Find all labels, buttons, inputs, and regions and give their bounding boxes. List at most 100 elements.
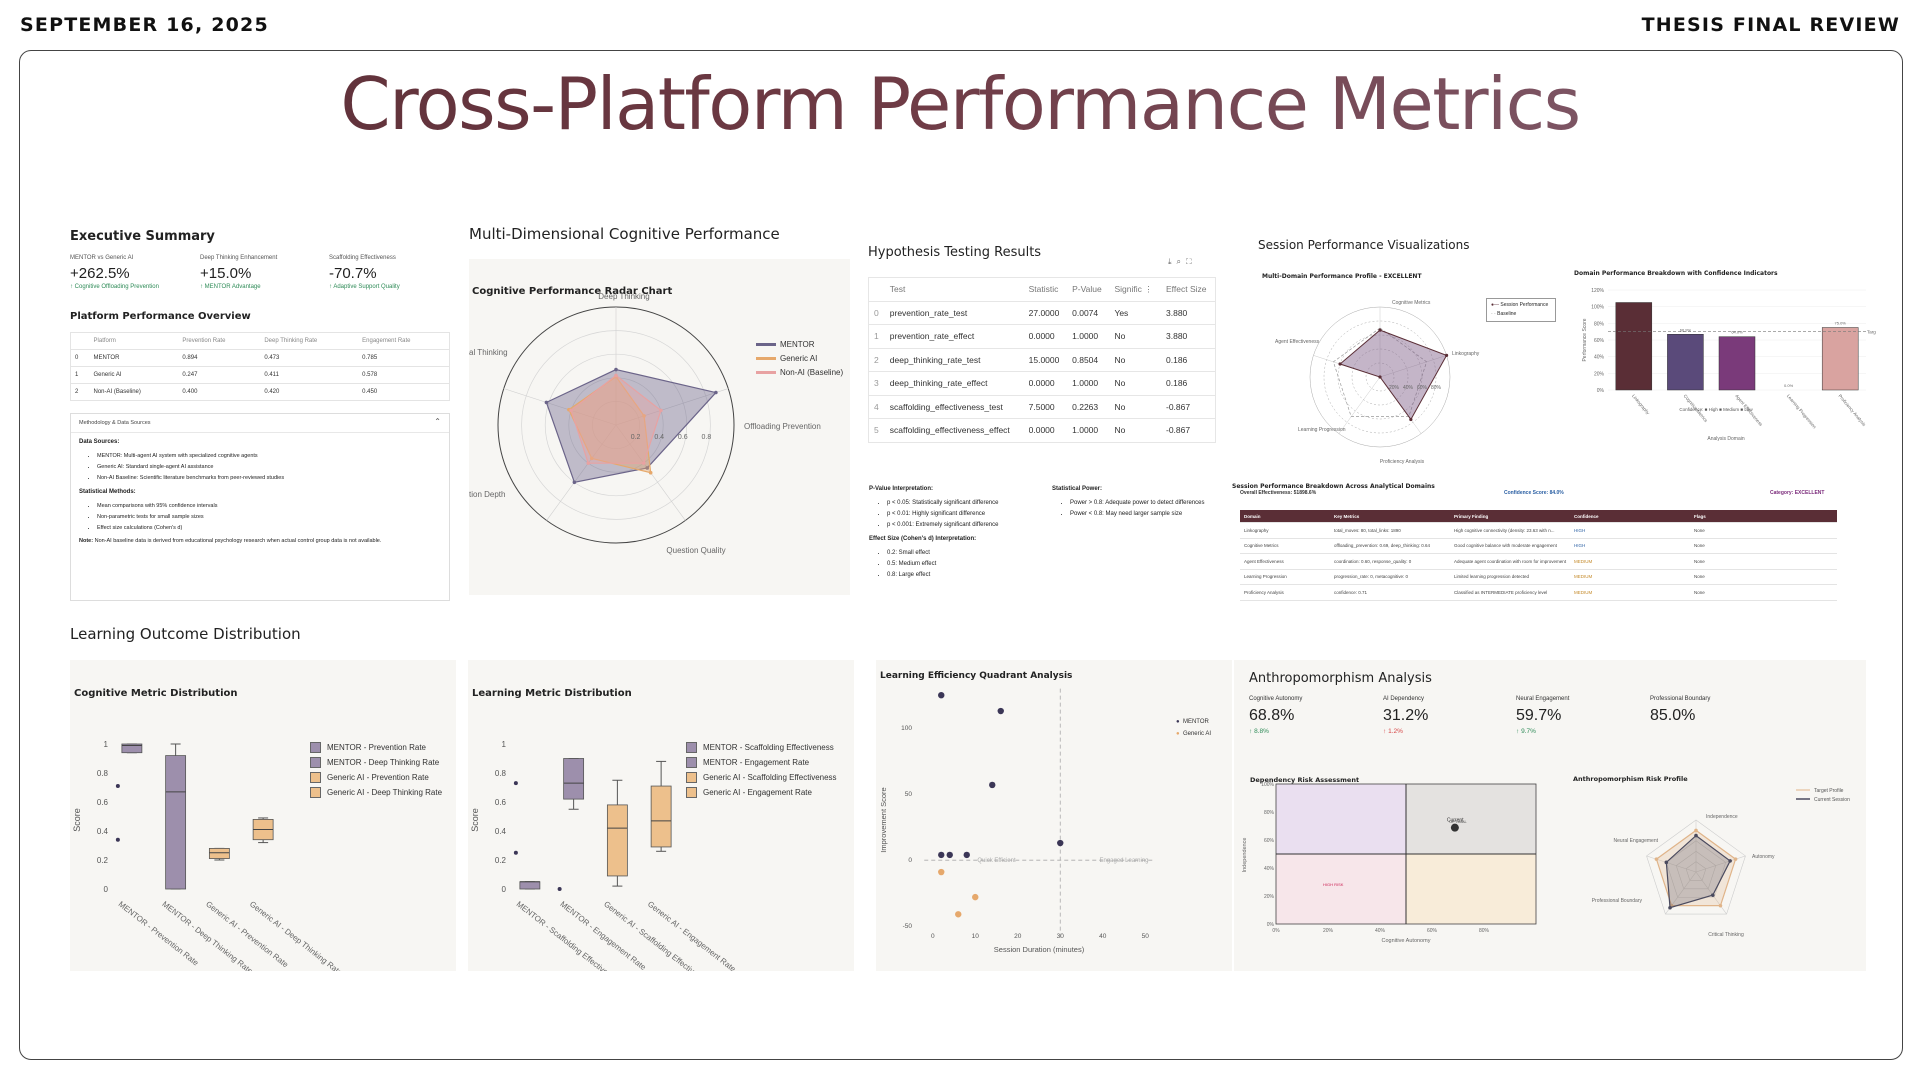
radar-legend: MENTOR Generic AI Non-AI (Baseline) [756, 338, 843, 380]
axis-title: Independence [1242, 838, 1248, 873]
cell: coordination: 0.60, response_quality: 0 [1330, 553, 1450, 570]
column-header[interactable]: Test [884, 277, 1024, 302]
chevron-up-icon[interactable]: ⌃ [434, 417, 441, 426]
tick-label: Proficiency Analysis [1837, 393, 1867, 427]
search-icon[interactable]: ⌕ [1176, 257, 1187, 266]
table-row[interactable]: 3 deep_thinking_rate_effect 0.0000 1.0000 No… [868, 371, 1216, 396]
data-label: 64.0% [1731, 330, 1743, 335]
table-row[interactable]: 1 prevention_rate_effect 0.0000 1.0000 No 3.8… [868, 324, 1216, 349]
chart-title: Anthropomorphism Risk Profile [1573, 775, 1688, 783]
legend-item[interactable]: Non-AI (Baseline) [756, 366, 843, 380]
arrow-up-icon: ↑ [70, 284, 75, 290]
tick-label: 0.4 [97, 827, 109, 836]
column-header[interactable]: Effect Size [1161, 277, 1216, 302]
tick-label: 0% [1267, 922, 1275, 928]
boxplot-legend: MENTOR - Scaffolding Effectiveness MENTO… [686, 740, 837, 800]
tick-label: 0 [908, 857, 912, 864]
column-header: Domain [1240, 510, 1330, 523]
cell: None [1690, 522, 1837, 539]
axis-label: Question Quality [666, 546, 725, 555]
cell: prevention_rate_test [884, 301, 1024, 325]
metric-label: Professional Boundary [1650, 696, 1711, 702]
legend-item[interactable]: Generic AI - Scaffolding Effectiveness [686, 770, 837, 785]
metric-card: Deep Thinking Enhancement +15.0% ↑ MENTO… [200, 255, 320, 290]
radar-point [1728, 859, 1732, 863]
current-point [1450, 823, 1459, 832]
scatter-point [989, 781, 996, 789]
column-header[interactable] [868, 277, 885, 302]
radar-point [614, 373, 618, 378]
legend-item[interactable]: Generic AI [756, 352, 843, 366]
box-outlier [513, 850, 518, 855]
column-header[interactable]: Statistic [1023, 277, 1068, 302]
axis-label: Neural Engagement [1614, 838, 1659, 844]
platform-overview-table: Platform Prevention Rate Deep Thinking R… [70, 332, 450, 401]
axis-label: Independence [1706, 814, 1738, 820]
legend-item[interactable]: ● Generic AI [1176, 731, 1211, 737]
radar-point [714, 390, 718, 395]
metric-label: Neural Engagement [1516, 696, 1570, 702]
column-header[interactable]: Engagement Rate [358, 332, 450, 350]
chart-title: Dependency Risk Assessment [1250, 776, 1360, 784]
legend-item[interactable]: MENTOR [756, 338, 843, 352]
radar-point [1711, 893, 1715, 897]
axis-label: Deep Thinking [598, 292, 649, 301]
pvalue-title: P-Value Interpretation: [869, 486, 934, 492]
cell: 0.450 [358, 383, 450, 401]
category-label: Category: EXCELLENT [1770, 490, 1825, 496]
table-row[interactable]: 5 scaffolding_effectiveness_effect 0.0000 1… [868, 418, 1216, 443]
list-item: p < 0.01: Highly significant difference [887, 511, 1019, 517]
box [208, 847, 230, 859]
learning-distribution-panel: Learning Metric Distribution 1 0.8 0.6 0.4 0… [468, 660, 854, 971]
tick-label: 0.8 [97, 769, 109, 778]
fullscreen-icon[interactable]: ⛶ [1186, 257, 1197, 266]
cell: HIGH [1570, 538, 1690, 554]
anthro-risk-radar: Independence Autonomy Critical Thinking Pro… [1592, 788, 1850, 938]
column-header[interactable]: Signific ⋮ [1109, 277, 1161, 302]
metric-label: AI Dependency [1383, 696, 1425, 702]
tick-label: 60% [1427, 928, 1438, 934]
legend-item[interactable]: MENTOR - Deep Thinking Rate [310, 755, 442, 770]
tick-label: 40% [1403, 385, 1414, 391]
date-label: SEPTEMBER 16, 2025 [20, 14, 269, 36]
tick-label: 20% [1264, 894, 1275, 900]
legend-item[interactable]: - - Baseline [1491, 311, 1517, 317]
list-item: Mean comparisons with 95% confidence int… [97, 503, 441, 509]
methodology-expander-header[interactable]: Methodology & Data Sources ⌃ [71, 414, 449, 433]
legend-swatch [756, 343, 776, 347]
legend-item[interactable]: Generic AI - Engagement Rate [686, 785, 837, 800]
legend-swatch [310, 772, 321, 784]
arrow-up-icon: ↑ [1249, 728, 1255, 735]
legend-item[interactable]: Generic AI - Prevention Rate [310, 770, 442, 785]
tick-label: 20% [1323, 928, 1334, 934]
column-header[interactable]: Deep Thinking Rate [260, 332, 359, 350]
axis-label: Agent Effectiveness [1275, 339, 1320, 345]
column-header[interactable] [70, 332, 90, 350]
dependency-risk-chart: 100% 80% 60% 40% 20% 0%0% 20% 40% 60% 80% Cognitiv… [1242, 782, 1537, 944]
legend-item[interactable]: ●— Session Performance [1491, 302, 1549, 308]
box [165, 755, 187, 890]
legend-item[interactable]: ● MENTOR [1176, 719, 1209, 725]
metric-value: 68.8% [1249, 707, 1295, 724]
legend-item[interactable]: MENTOR - Engagement Rate [686, 755, 837, 770]
table-row[interactable]: 4 scaffolding_effectiveness_test 7.5000 0.2… [868, 395, 1216, 419]
anthro-metric-card: Professional Boundary 85.0% [1650, 696, 1710, 725]
download-icon[interactable]: ⤓ [1168, 257, 1177, 266]
cell: prevention_rate_effect [884, 324, 1024, 349]
table-row[interactable]: 0 prevention_rate_test 27.0000 0.0074 Yes 3.8… [868, 301, 1216, 325]
legend-item[interactable]: MENTOR - Prevention Rate [310, 740, 442, 755]
legend-item[interactable]: MENTOR - Scaffolding Effectiveness [686, 740, 837, 755]
table-row[interactable]: 2 deep_thinking_rate_test 15.0000 0.8504 No 0… [868, 348, 1216, 372]
metric-delta: ↑ 9.7% [1516, 728, 1536, 735]
column-header[interactable]: P-Value [1067, 277, 1110, 302]
column-menu-icon[interactable]: ⋮ [1144, 283, 1153, 294]
cell: Classified as INTERMEDIATE proficiency l… [1450, 584, 1570, 601]
metric-delta: ↑ MENTOR Advantage [200, 284, 261, 290]
radar-point [1733, 857, 1738, 861]
column-header[interactable]: Prevention Rate [178, 332, 261, 350]
legend-item[interactable]: Generic AI - Deep Thinking Rate [310, 785, 442, 800]
cell: MEDIUM [1570, 569, 1690, 585]
column-header[interactable]: Platform [89, 332, 179, 350]
radar-grid-ring [1675, 850, 1717, 890]
tick-label: 0.6 [97, 798, 109, 807]
